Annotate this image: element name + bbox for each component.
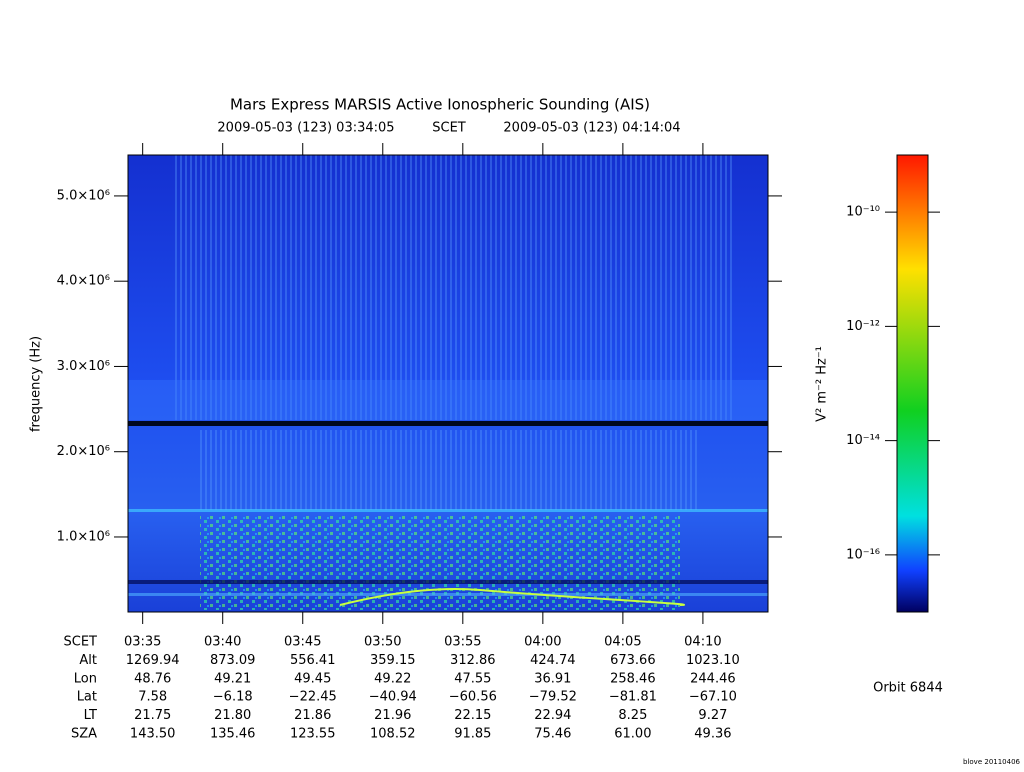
x-tick-label: 03:55 — [444, 635, 481, 650]
table-cell: 873.09 — [210, 653, 256, 668]
colorbar — [896, 154, 929, 613]
plot-frame — [127, 154, 769, 613]
table-cell: 424.74 — [530, 653, 576, 668]
y-tick-label: 2.0×10⁶ — [57, 444, 110, 459]
row-label: LT — [84, 708, 97, 723]
table-cell: 21.86 — [294, 708, 331, 723]
y-tick-label: 1.0×10⁶ — [57, 529, 110, 544]
time-frame: SCET — [432, 121, 466, 136]
y-tick-label: 4.0×10⁶ — [57, 274, 110, 289]
spectrogram-image — [128, 155, 768, 612]
y-tick-label: 3.0×10⁶ — [57, 359, 110, 374]
table-cell: −60.56 — [449, 690, 497, 705]
x-tick-label: 04:10 — [684, 635, 721, 650]
table-cell: 258.46 — [610, 671, 656, 686]
end-time: 2009-05-03 (123) 04:14:04 — [503, 121, 680, 136]
table-cell: 1269.94 — [126, 653, 180, 668]
table-cell: 312.86 — [450, 653, 496, 668]
table-cell: 36.91 — [534, 671, 571, 686]
y-tick-label: 5.0×10⁶ — [57, 188, 110, 203]
x-tick-label: 03:35 — [124, 635, 161, 650]
credit: blove 20110406 — [963, 758, 1021, 766]
x-tick-label: 04:00 — [524, 635, 561, 650]
table-cell: 8.25 — [618, 708, 647, 723]
x-tick-label: 04:05 — [604, 635, 641, 650]
table-cell: 7.58 — [138, 690, 167, 705]
row-label: Alt — [79, 653, 97, 668]
table-cell: −67.10 — [689, 690, 737, 705]
table-cell: 48.76 — [134, 671, 171, 686]
table-cell: 21.80 — [214, 708, 251, 723]
table-cell: 91.85 — [454, 727, 491, 742]
table-cell: −40.94 — [369, 690, 417, 705]
row-label: Lat — [77, 690, 97, 705]
table-cell: 108.52 — [370, 727, 416, 742]
table-cell: 135.46 — [210, 727, 256, 742]
table-cell: 143.50 — [130, 727, 176, 742]
orbit-label: Orbit 6844 — [873, 681, 943, 696]
table-cell: 49.22 — [374, 671, 411, 686]
colorbar-tick-label: 10⁻¹² — [846, 319, 880, 334]
chart-title: Mars Express MARSIS Active Ionospheric S… — [230, 96, 650, 114]
table-cell: 244.46 — [690, 671, 736, 686]
table-cell: 359.15 — [370, 653, 416, 668]
table-cell: 49.45 — [294, 671, 331, 686]
colorbar-tick-label: 10⁻¹⁶ — [846, 547, 880, 562]
start-time: 2009-05-03 (123) 03:34:05 — [217, 121, 394, 136]
table-cell: 22.15 — [454, 708, 491, 723]
table-cell: 49.36 — [694, 727, 731, 742]
x-tick-label: 03:40 — [204, 635, 241, 650]
table-cell: 22.94 — [534, 708, 571, 723]
row-label: SCET — [64, 635, 98, 650]
table-cell: 9.27 — [698, 708, 727, 723]
colorbar-tick-label: 10⁻¹⁴ — [846, 433, 880, 448]
table-cell: −81.81 — [609, 690, 657, 705]
colorbar-label: V² m⁻² Hz⁻¹ — [815, 346, 830, 422]
table-cell: 75.46 — [534, 727, 571, 742]
table-cell: 673.66 — [610, 653, 656, 668]
table-cell: 61.00 — [614, 727, 651, 742]
table-cell: −6.18 — [213, 690, 253, 705]
row-label: Lon — [74, 671, 97, 686]
row-label: SZA — [71, 727, 97, 742]
table-cell: 556.41 — [290, 653, 336, 668]
table-cell: 1023.10 — [686, 653, 740, 668]
table-cell: 21.96 — [374, 708, 411, 723]
table-cell: 47.55 — [454, 671, 491, 686]
table-cell: 123.55 — [290, 727, 336, 742]
x-tick-label: 03:50 — [364, 635, 401, 650]
x-tick-label: 03:45 — [284, 635, 321, 650]
y-axis-label: frequency (Hz) — [29, 336, 44, 432]
table-cell: −79.52 — [529, 690, 577, 705]
table-cell: 49.21 — [214, 671, 251, 686]
table-cell: −22.45 — [289, 690, 337, 705]
table-cell: 21.75 — [134, 708, 171, 723]
colorbar-tick-label: 10⁻¹⁰ — [846, 205, 880, 220]
